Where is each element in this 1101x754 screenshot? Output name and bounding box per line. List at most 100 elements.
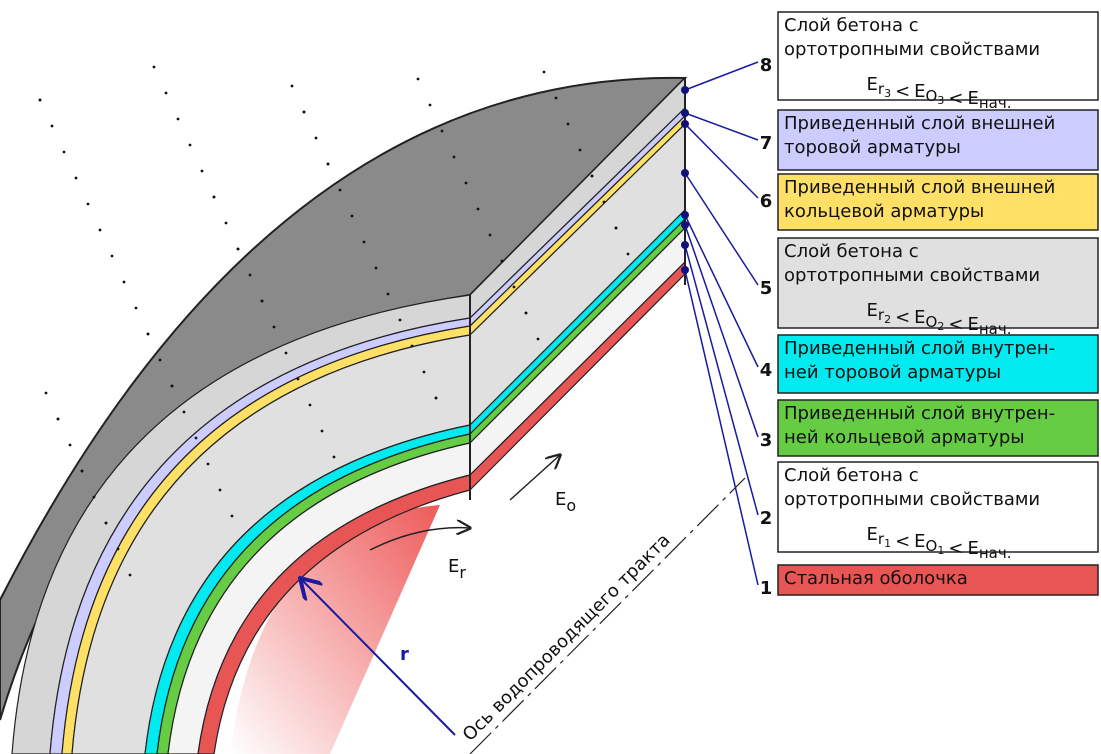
speckle (417, 78, 420, 81)
formula-subsub: 3 (937, 94, 944, 107)
formula-op: < (895, 531, 910, 552)
speckle (189, 144, 192, 147)
speckle (165, 92, 168, 95)
speckle (105, 522, 108, 525)
layer-number: 8 (760, 55, 773, 76)
formula-sub: O (926, 313, 938, 331)
speckle (375, 267, 378, 270)
leader-line (685, 124, 758, 198)
axis-label: Ось водопроводящего тракта (459, 530, 675, 746)
speckle (333, 456, 336, 459)
leader-line (685, 173, 758, 285)
leader-line (685, 62, 758, 90)
speckle (81, 470, 84, 473)
formula-subsub: 1 (884, 537, 891, 550)
speckle (159, 359, 162, 362)
formula-op: < (948, 314, 963, 335)
speckle (129, 574, 132, 577)
symbol-sub: r (459, 563, 466, 582)
speckle (225, 222, 228, 225)
formula-base: E (914, 81, 925, 102)
formula-op: < (948, 88, 963, 109)
leader-dot (681, 109, 689, 117)
label-text: Приведенный слой внутрен- (784, 403, 1055, 424)
label-text: Слой бетона с (784, 15, 919, 36)
formula-op: < (948, 538, 963, 559)
speckle (219, 489, 222, 492)
leader-line (685, 215, 758, 367)
speckle (567, 123, 570, 126)
speckle (45, 392, 48, 395)
speckle (291, 85, 294, 88)
layer-label: 7 Приведенный слой внешней торовой арматур… (681, 109, 1098, 170)
symbol-sub: o (566, 496, 576, 515)
label-text: ортотропными свойствами (784, 489, 1040, 510)
layer-number: 5 (760, 278, 773, 299)
symbol: Er (448, 556, 466, 582)
symbol: Eo (555, 489, 576, 515)
leader-dot (681, 120, 689, 128)
label-text: Слой бетона с (784, 465, 919, 486)
speckle (543, 71, 546, 74)
speckle (87, 203, 90, 206)
leader-dot (681, 266, 689, 274)
formula-base: E (867, 74, 878, 95)
speckle (285, 352, 288, 355)
speckle (177, 118, 180, 121)
speckle (387, 293, 390, 296)
symbol-base: E (448, 556, 459, 577)
speckle (555, 97, 558, 100)
label-text: торовой арматуры (784, 137, 961, 158)
speckle (537, 338, 540, 341)
speckle (429, 104, 432, 107)
formula-sub: O (926, 87, 938, 105)
formula-base: E (914, 307, 925, 328)
formula-base: E (967, 538, 978, 559)
speckle (525, 312, 528, 315)
speckle (327, 163, 330, 166)
leader-line (685, 245, 758, 515)
speckle (579, 149, 582, 152)
leader-line (685, 270, 758, 585)
leader-dot (681, 169, 689, 177)
speckle (591, 175, 594, 178)
speckle (615, 227, 618, 230)
speckle (99, 229, 102, 232)
layer-number: 2 (760, 508, 773, 529)
speckle (297, 378, 300, 381)
speckle (63, 151, 66, 154)
speckle (315, 137, 318, 140)
leader-dot (681, 211, 689, 219)
label-text: Слой бетона с (784, 241, 919, 262)
leader-dot (681, 241, 689, 249)
speckle (465, 182, 468, 185)
layer-number: 1 (760, 578, 773, 599)
speckle (603, 201, 606, 204)
formula-subsub: 3 (884, 87, 891, 100)
speckle (513, 286, 516, 289)
speckle (261, 300, 264, 303)
speckle (201, 170, 204, 173)
arrow (510, 455, 560, 500)
formula-op: < (895, 81, 910, 102)
speckle (93, 496, 96, 499)
speckle (123, 281, 126, 284)
label-text: ортотропными свойствами (784, 265, 1040, 286)
diagram: Eo ErrОсь водопроводящего тракта 8 Слой бе… (0, 0, 1101, 754)
symbol-base: E (555, 489, 566, 510)
formula-base: E (867, 524, 878, 545)
speckle (195, 437, 198, 440)
layer-number: 7 (760, 133, 773, 154)
layer-number: 4 (760, 360, 773, 381)
label-text: Приведенный слой внешней (784, 177, 1055, 198)
speckle (399, 319, 402, 322)
speckle (39, 99, 42, 102)
label-text: Приведенный слой внешней (784, 113, 1055, 134)
label-text: ней кольцевой арматуры (784, 427, 1024, 448)
speckle (171, 385, 174, 388)
speckle (321, 430, 324, 433)
speckle (303, 111, 306, 114)
label-text: Стальная оболочка (784, 568, 968, 589)
speckle (339, 189, 342, 192)
formula-op: < (895, 307, 910, 328)
